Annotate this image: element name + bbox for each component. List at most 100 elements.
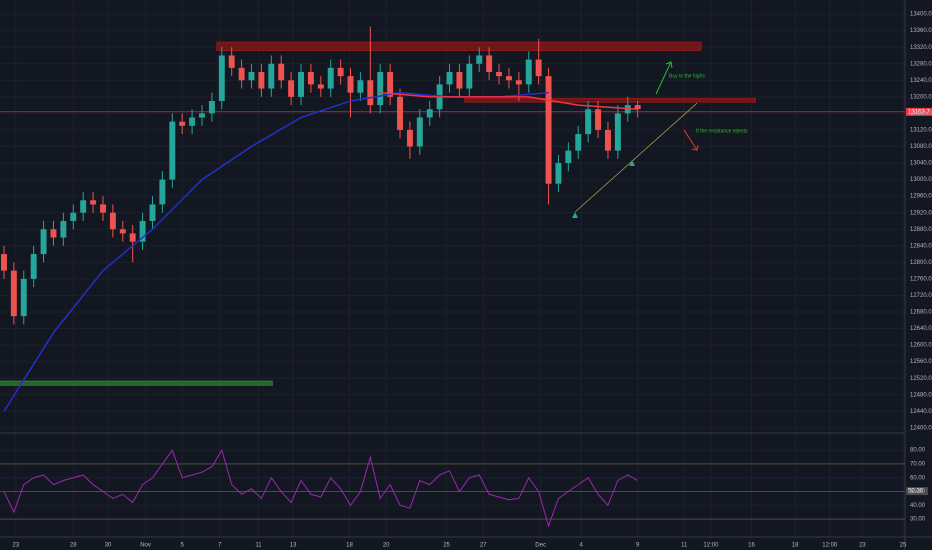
trendline xyxy=(575,102,698,213)
arrow-down xyxy=(683,129,699,151)
y-tick-label: 12960.0 xyxy=(910,194,932,200)
candle-body xyxy=(179,121,186,126)
candle-body xyxy=(555,163,562,184)
y-tick-label: 13400.0 xyxy=(910,12,932,18)
candle-body xyxy=(119,229,126,234)
x-tick-label: 28 xyxy=(70,543,77,549)
candle-body xyxy=(169,121,176,180)
candle-body xyxy=(208,100,215,114)
x-tick-label: 7 xyxy=(218,543,222,549)
candle-body xyxy=(248,72,255,81)
y-tick-label: 12640.0 xyxy=(910,326,932,332)
candle-body xyxy=(288,80,295,97)
candle-body xyxy=(90,200,97,205)
candle-body xyxy=(367,80,374,106)
last-price-label: 13163.7 xyxy=(908,109,930,115)
y-tick-label: 12440.0 xyxy=(910,409,932,415)
y-tick-label: 70.00 xyxy=(910,462,926,468)
candle-body xyxy=(129,233,136,242)
annotation: Buy to the highs xyxy=(669,73,705,79)
candle-body xyxy=(70,212,77,221)
candle-body xyxy=(60,220,67,238)
candle-body xyxy=(238,67,245,81)
candle-body xyxy=(634,105,641,110)
candle-body xyxy=(0,254,7,271)
candle-body xyxy=(278,63,285,81)
candle-body xyxy=(139,220,146,242)
x-tick-label: 20 xyxy=(383,543,390,549)
x-tick-label: 5 xyxy=(181,543,185,549)
annotation: If the resistance rejects xyxy=(696,128,748,134)
candle-body xyxy=(40,229,47,255)
candle-body xyxy=(189,117,196,126)
y-tick-label: 12400.0 xyxy=(910,425,932,431)
y-tick-label: 12720.0 xyxy=(910,293,932,299)
candle-body xyxy=(10,270,17,317)
x-tick-label: 25 xyxy=(900,543,907,549)
candle-body xyxy=(347,76,354,93)
candle-body xyxy=(604,129,611,151)
candle-body xyxy=(80,200,87,213)
zone xyxy=(463,97,756,103)
rsi-pane: 50.30 xyxy=(0,448,928,528)
candle-body xyxy=(50,229,57,238)
x-tick-label: 12:00 xyxy=(703,543,719,549)
y-tick-label: 80.00 xyxy=(910,448,926,454)
candle-body xyxy=(268,63,275,89)
candle-body xyxy=(337,67,344,77)
x-tick-label: 13 xyxy=(290,543,297,549)
price-pane: 13163.7 xyxy=(0,26,932,412)
candle-body xyxy=(426,109,433,118)
y-tick-label: 13280.0 xyxy=(910,61,932,67)
rsi-last-label: 50.30 xyxy=(908,489,924,495)
x-tick-label: 16 xyxy=(748,543,755,549)
candle-body xyxy=(397,96,403,130)
candle-body xyxy=(614,113,621,151)
candle-body xyxy=(20,278,27,317)
candle-body xyxy=(100,204,106,213)
y-tick-label: 12840.0 xyxy=(910,243,932,249)
y-tick-label: 13000.0 xyxy=(910,177,932,183)
candle-body xyxy=(199,113,205,118)
candle-body xyxy=(406,129,413,147)
candle-body xyxy=(595,109,602,130)
candle-body xyxy=(575,134,582,151)
y-tick-label: 13240.0 xyxy=(910,78,932,84)
candle-body xyxy=(476,55,483,64)
x-tick-label: 18 xyxy=(346,543,353,549)
rsi-tag xyxy=(906,487,928,496)
x-tick-label: 23 xyxy=(12,543,19,549)
x-tick-label: 11 xyxy=(255,543,262,549)
last-price-tag xyxy=(906,107,932,116)
x-tick-label: 11 xyxy=(681,543,688,549)
candle-body xyxy=(486,55,493,72)
y-tick-label: 12760.0 xyxy=(910,276,932,282)
y-tick-label: 12520.0 xyxy=(910,376,932,382)
candle-body xyxy=(30,254,37,279)
candle-body xyxy=(159,179,166,205)
candle-body xyxy=(456,72,463,89)
y-tick-label: 30.00 xyxy=(910,517,926,523)
y-tick-label: 12480.0 xyxy=(910,392,932,398)
x-tick-label: 30 xyxy=(105,543,112,549)
candle-body xyxy=(327,67,334,89)
y-tick-label: 12880.0 xyxy=(910,227,932,233)
zone xyxy=(216,41,702,51)
candle-body xyxy=(535,59,542,77)
candle-body xyxy=(377,72,384,106)
x-tick-label: Nov xyxy=(140,543,151,549)
arrow-up xyxy=(655,61,673,95)
x-tick-label: 4 xyxy=(580,543,584,549)
x-tick-label: 23 xyxy=(859,543,866,549)
y-tick-label: 12800.0 xyxy=(910,260,932,266)
candle-body xyxy=(585,109,592,135)
x-tick-label: 9 xyxy=(636,543,640,549)
x-tick-label: 27 xyxy=(480,543,487,549)
candle-body xyxy=(525,59,532,85)
rsi-line xyxy=(3,448,638,528)
x-tick-label: Dec xyxy=(535,543,546,549)
x-tick-label: 12:00 xyxy=(822,543,838,549)
candle-body xyxy=(258,72,265,89)
